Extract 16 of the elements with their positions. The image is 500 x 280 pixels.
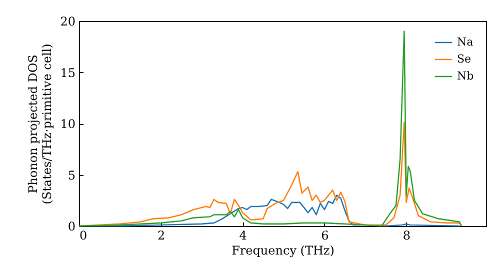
- x-tick-label: 4: [239, 228, 248, 242]
- legend-label: Nb: [457, 70, 474, 82]
- x-tick-label: 8: [402, 228, 411, 242]
- y-axis-title: Phonon projected DOS (States/THz·primitive cell): [26, 44, 54, 204]
- legend-label: Na: [457, 36, 474, 48]
- y-tick-label: 15: [60, 66, 76, 80]
- x-tick-label: 6: [321, 228, 329, 242]
- x-tick-label: 0: [80, 228, 88, 242]
- y-tick-label: 0: [68, 220, 76, 234]
- x-tick-label: 2: [157, 228, 166, 242]
- y-tick-label: 5: [68, 168, 76, 182]
- y-tick-label: 20: [60, 14, 76, 28]
- legend-label: Se: [457, 52, 472, 66]
- x-axis-title: Frequency (THz): [232, 244, 334, 258]
- line-series: [78, 122, 462, 227]
- y-tick-label: 10: [60, 117, 76, 131]
